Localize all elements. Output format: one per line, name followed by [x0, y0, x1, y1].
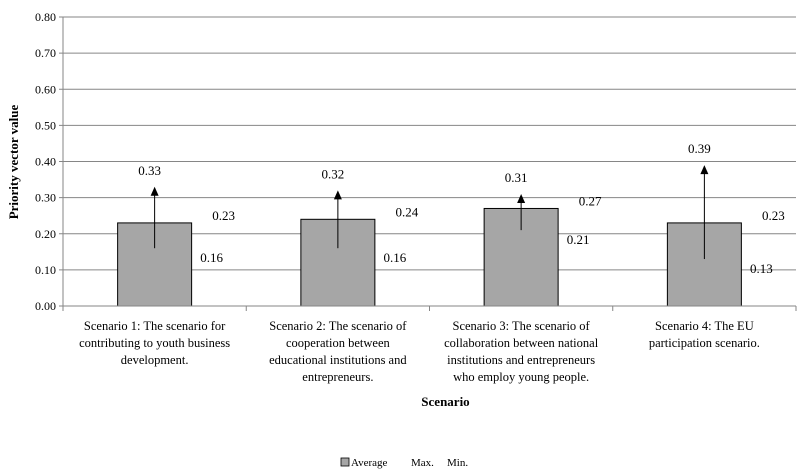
- data-label-average: 0.27: [579, 193, 602, 208]
- x-category-label: Scenario 3: The scenario of: [453, 319, 591, 333]
- y-tick-label: 0.60: [35, 82, 56, 96]
- y-tick-label: 0.00: [35, 299, 56, 313]
- data-label-average: 0.23: [762, 208, 785, 223]
- data-label-min: 0.16: [384, 250, 407, 265]
- data-label-max: 0.32: [322, 166, 345, 181]
- x-category-label: development.: [121, 353, 189, 367]
- max-arrow-head: [700, 165, 709, 175]
- error-bars: [150, 165, 709, 260]
- x-category-label: Scenario 1: The scenario for: [84, 319, 226, 333]
- x-category-label: who employ young people.: [453, 370, 589, 384]
- data-labels: 0.33 0.23 0.16 0.32 0.24 0.16 0.31 0.27 0.21 0.39…: [138, 141, 785, 276]
- legend-label-average: Average: [351, 457, 388, 469]
- y-tick-label: 0.70: [35, 46, 56, 60]
- data-label-max: 0.31: [505, 170, 528, 185]
- max-arrow-head: [150, 186, 159, 196]
- data-label-average: 0.23: [212, 208, 235, 223]
- data-label-min: 0.21: [567, 232, 590, 247]
- data-label-min: 0.16: [200, 250, 223, 265]
- x-category-label: Scenario 4: The EU: [655, 319, 754, 333]
- x-category-label: collaboration between national: [444, 336, 599, 350]
- x-category-label: educational institutions and: [269, 353, 407, 367]
- legend-swatch-average: [340, 457, 350, 467]
- y-tick-label: 0.40: [35, 155, 56, 169]
- y-tick-label: 0.20: [35, 227, 56, 241]
- legend-label-max: Max.: [411, 457, 434, 469]
- x-category-label: contributing to youth business: [79, 336, 230, 350]
- data-label-average: 0.24: [396, 204, 419, 219]
- data-label-min: 0.13: [750, 261, 773, 276]
- legend-label-min: Min.: [447, 457, 468, 469]
- y-tick-label: 0.30: [35, 191, 56, 205]
- max-arrow-head: [517, 194, 526, 204]
- x-axis-title: Scenario: [421, 394, 469, 409]
- x-category-label: participation scenario.: [649, 336, 760, 350]
- x-category-label: cooperation between: [286, 336, 391, 350]
- x-axis-categories: Scenario 1: The scenario for contributing…: [79, 319, 760, 384]
- x-category-label: institutions and entrepreneurs: [447, 353, 595, 367]
- x-category-label: entrepreneurs.: [302, 370, 373, 384]
- y-tick-label: 0.80: [35, 10, 56, 24]
- legend: Average Max. Min.: [340, 457, 468, 469]
- y-axis-title: Priority vector value: [6, 105, 21, 220]
- x-category-label: Scenario 2: The scenario of: [269, 319, 407, 333]
- max-arrow-head: [333, 190, 342, 200]
- y-tick-label: 0.10: [35, 263, 56, 277]
- y-tick-label: 0.50: [35, 118, 56, 132]
- data-label-max: 0.39: [688, 141, 711, 156]
- y-axis-ticks: 0.00 0.10 0.20 0.30 0.40 0.50 0.60 0.70 0.80: [35, 10, 56, 313]
- data-label-max: 0.33: [138, 163, 161, 178]
